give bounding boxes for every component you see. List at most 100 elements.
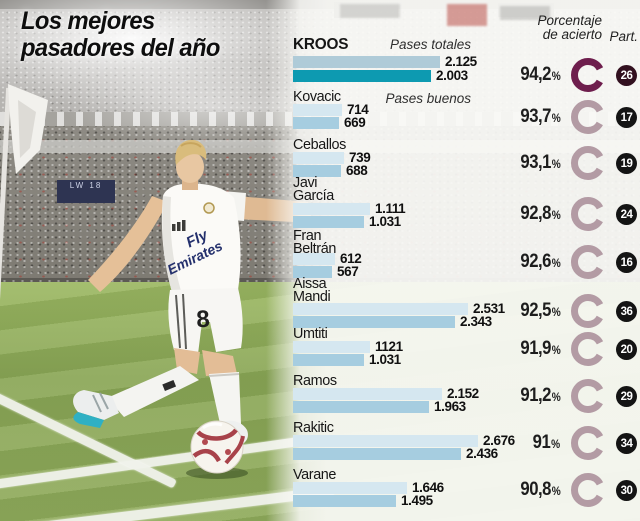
accuracy-ring xyxy=(571,245,605,279)
accuracy-ring xyxy=(571,146,605,180)
participations-badge: 24 xyxy=(616,204,637,225)
bar-value-label: 1.111 xyxy=(375,201,406,216)
bar-pases-buenos xyxy=(293,401,429,413)
bar-value-label: 714 xyxy=(347,102,369,117)
player-name: Fran Beltrán xyxy=(293,228,626,257)
player-row: Fran Beltrán 612 567 xyxy=(293,228,640,278)
player-name: Rakitic xyxy=(293,419,626,436)
bar-value-label: 1.963 xyxy=(434,399,466,414)
accuracy-percent: 93,7% xyxy=(520,106,560,130)
player-row: Javi García 1.111 1.031 xyxy=(293,175,640,228)
player-name-line: Kovacic xyxy=(293,88,341,105)
bar-value-label: 567 xyxy=(337,264,359,279)
ball xyxy=(186,420,248,479)
accuracy-percent: 92,6% xyxy=(520,251,560,275)
bar-pases-totales xyxy=(293,104,342,116)
column-header-porcentaje: Porcentaje de acierto xyxy=(537,13,602,42)
player-name-line: Umtiti xyxy=(293,325,328,342)
accuracy-percent-value: 91 xyxy=(533,432,551,453)
player-name: Varane xyxy=(293,466,626,483)
bar-pases-buenos xyxy=(293,495,396,507)
corner-flag xyxy=(0,84,48,303)
bar-pases-buenos xyxy=(293,70,431,82)
player-row: Ceballos 739 688 xyxy=(293,136,640,177)
participations-badge: 34 xyxy=(616,433,637,454)
bar-pases-totales xyxy=(293,56,440,68)
participations-badge: 36 xyxy=(616,301,637,322)
bar-pases-totales xyxy=(293,482,407,494)
title-line: pasadores del año xyxy=(21,34,220,62)
accuracy-ring xyxy=(571,473,605,507)
player-name: Ramos xyxy=(293,372,626,389)
bar-pases-totales xyxy=(293,435,478,447)
bar-value-label: 2.343 xyxy=(460,314,492,329)
accuracy-percent-value: 90,8 xyxy=(520,479,551,500)
scoreboard-smudge xyxy=(340,4,400,18)
player-name-line: KROOS xyxy=(293,36,349,53)
scoreboard-smudge xyxy=(447,4,487,26)
bar-pases-totales xyxy=(293,388,442,400)
percent-symbol: % xyxy=(551,258,561,270)
percent-symbol: % xyxy=(551,307,561,319)
percent-symbol: % xyxy=(551,392,561,404)
bar-pases-totales xyxy=(293,341,370,353)
accuracy-percent: 94,2% xyxy=(520,64,560,88)
participations-badge: 26 xyxy=(616,65,637,86)
accuracy-percent: 91,2% xyxy=(520,385,560,409)
accuracy-ring xyxy=(571,426,605,460)
bar-value-label: 1.646 xyxy=(412,480,444,495)
participations-badge: 19 xyxy=(616,153,637,174)
accuracy-percent: 93,1% xyxy=(520,152,560,176)
player-row: Varane 1.646 1.495 xyxy=(293,466,640,507)
column-header-part: Part. xyxy=(609,29,638,44)
player-name-line: Beltrán xyxy=(293,240,336,257)
player-row: Aissa Mandi 2.531 2.343 xyxy=(293,276,640,328)
bar-value-label: 2.152 xyxy=(447,386,479,401)
participations-badge: 29 xyxy=(616,386,637,407)
participations-badge: 20 xyxy=(616,339,637,360)
accuracy-percent: 91,9% xyxy=(520,338,560,362)
accuracy-ring xyxy=(571,58,605,92)
bar-pases-totales xyxy=(293,203,370,215)
bar-value-label: 2.531 xyxy=(473,301,505,316)
bar-value-label: 688 xyxy=(346,163,368,178)
player-row: Ramos 2.152 1.963 xyxy=(293,372,640,413)
player-name: Aissa Mandi xyxy=(293,276,626,304)
page-title: Los mejores pasadores del año xyxy=(21,8,220,62)
accuracy-percent-value: 94,2 xyxy=(520,64,551,85)
bar-value-label: 1.031 xyxy=(369,352,401,367)
bar-pases-totales xyxy=(293,152,344,164)
accuracy-percent-value: 91,2 xyxy=(520,385,551,406)
bar-pases-buenos xyxy=(293,316,455,328)
bar-pases-buenos xyxy=(293,165,341,177)
player-name-line: Ceballos xyxy=(293,136,346,153)
accuracy-percent-value: 92,6 xyxy=(520,251,551,272)
bar-value-label: 1.031 xyxy=(369,214,401,229)
accuracy-percent: 92,8% xyxy=(520,203,560,227)
accuracy-ring xyxy=(571,294,605,328)
bar-value-label: 2.003 xyxy=(436,68,468,83)
shirt-number: 8 xyxy=(196,306,211,334)
player-row: KROOS 2.125 2.003 xyxy=(293,36,640,82)
bar-value-label: 1121 xyxy=(375,339,403,354)
bar-value-label: 612 xyxy=(340,251,362,266)
title-line: Los mejores xyxy=(21,7,155,35)
player-name-line: Rakitic xyxy=(293,419,334,436)
bar-pases-buenos xyxy=(293,266,332,278)
player-name: Javi García xyxy=(293,175,626,203)
legend-pases-totales: Pases totales xyxy=(389,37,471,52)
player-name-line: Varane xyxy=(293,466,337,483)
accuracy-ring xyxy=(571,379,605,413)
player-name: Ceballos xyxy=(293,136,626,153)
bar-value-label: 2.125 xyxy=(445,54,477,69)
bar-pases-totales xyxy=(293,253,335,265)
accuracy-percent-value: 93,1 xyxy=(520,152,551,173)
bar-value-label: 669 xyxy=(344,115,366,130)
player-name-line: Ramos xyxy=(293,372,337,389)
accuracy-ring xyxy=(571,100,605,134)
accuracy-percent-value: 91,9 xyxy=(520,338,551,359)
participations-badge: 17 xyxy=(616,107,637,128)
percent-symbol: % xyxy=(551,486,561,498)
